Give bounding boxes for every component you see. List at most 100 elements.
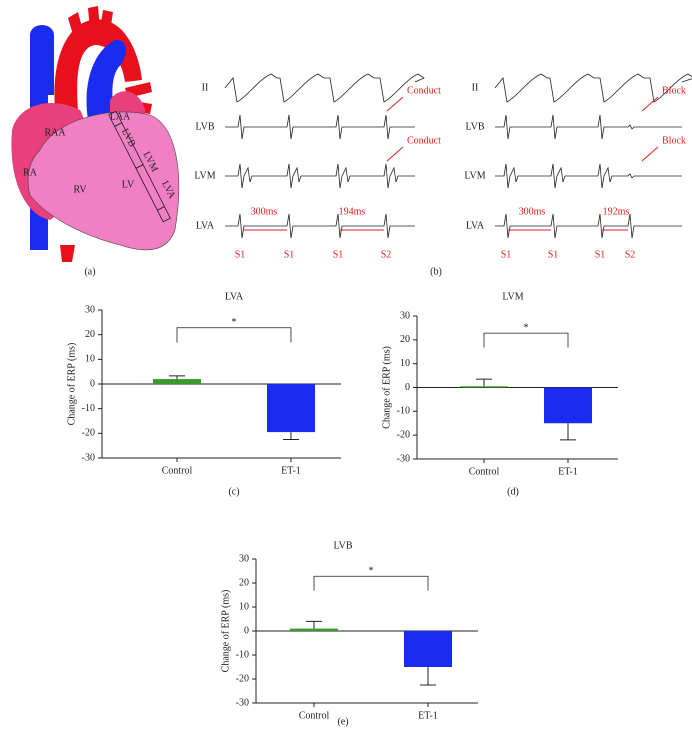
x-tick-label: ET-1 — [281, 465, 301, 476]
trace-note: Conduct — [407, 85, 441, 96]
y-tick-label: 10 — [239, 601, 249, 612]
lead-label: LVA — [196, 220, 215, 231]
significance-marker: * — [369, 566, 374, 577]
note-arrow — [641, 146, 659, 162]
y-tick-label: -20 — [397, 429, 410, 440]
svc — [30, 35, 54, 95]
y-tick-label: -10 — [236, 649, 249, 660]
ecg-trace — [494, 73, 692, 103]
pulmonary-artery — [86, 39, 126, 121]
x-tick-label: Control — [162, 465, 193, 476]
ecg-trace — [224, 73, 425, 103]
trace-note: Block — [662, 135, 686, 146]
stimulus-label: S1 — [333, 249, 344, 260]
heart-label: RA — [23, 167, 38, 178]
error-bar — [420, 667, 436, 686]
y-tick-label: 0 — [405, 382, 410, 393]
heart-label: LV — [122, 179, 135, 190]
error-bar — [169, 375, 185, 380]
x-tick-label: ET-1 — [418, 710, 438, 721]
y-tick-label: -10 — [82, 403, 95, 414]
panel-label: (a) — [84, 266, 95, 277]
stimulus-label: S1 — [284, 249, 295, 260]
y-tick-label: 10 — [85, 354, 95, 365]
interval-label: 300ms — [519, 206, 546, 217]
y-tick-label: 20 — [400, 334, 410, 345]
y-tick-label: -30 — [397, 453, 410, 464]
y-tick-label: 0 — [90, 378, 95, 389]
lead-label: LVA — [466, 220, 485, 231]
y-axis-label: Change of ERP (ms) — [381, 346, 392, 429]
significance-bracket — [483, 332, 569, 348]
note-arrow — [386, 146, 404, 162]
y-tick-label: -10 — [397, 406, 410, 417]
y-tick-label: 20 — [85, 329, 95, 340]
chart-title: LVB — [333, 540, 352, 551]
x-tick-label: Control — [469, 466, 500, 477]
ecg-trace — [225, 163, 415, 189]
lead-label: II — [472, 82, 479, 93]
ecg-trace — [225, 114, 415, 140]
interval-label: 300ms — [251, 206, 278, 217]
lead-label: LVB — [465, 121, 484, 132]
y-tick-label: 30 — [239, 553, 249, 564]
bar — [290, 628, 338, 631]
bar — [544, 387, 592, 424]
significance-bracket — [313, 575, 429, 591]
stimulus-label: S2 — [625, 249, 636, 260]
heart-label: LAA — [110, 111, 131, 122]
stimulus-label: S1 — [548, 249, 559, 260]
panel-label: (b) — [430, 266, 442, 277]
lead-label: LVB — [195, 121, 214, 132]
heart-label: RAA — [44, 127, 66, 138]
error-bar — [283, 432, 299, 440]
ecg-trace — [495, 163, 682, 189]
interval-label: 192ms — [603, 206, 630, 217]
y-tick-label: 30 — [400, 310, 410, 321]
y-tick-label: -30 — [82, 452, 95, 463]
significance-bracket — [176, 327, 292, 343]
error-bar — [306, 620, 322, 629]
x-tick-label: Control — [299, 710, 330, 721]
y-axis-label: Change of ERP (ms) — [66, 343, 77, 426]
trace-note: Conduct — [407, 135, 441, 146]
note-arrow — [386, 96, 404, 112]
significance-marker: * — [232, 317, 237, 328]
y-tick-label: -20 — [82, 428, 95, 439]
lead-label: LVM — [464, 170, 485, 181]
electrode — [108, 110, 171, 223]
bar — [460, 386, 508, 388]
ecg-trace — [495, 114, 682, 140]
heart-diagram: RAA LAA RA RV LV LVB LVM LVA (a) — [11, 6, 180, 277]
aorta-branches — [68, 6, 113, 38]
panel-label: (c) — [228, 486, 239, 497]
ecg-trace — [495, 213, 682, 239]
trace-note: Block — [662, 85, 686, 96]
ivc — [60, 245, 75, 262]
ventricles — [27, 111, 180, 251]
y-tick-label: 10 — [400, 358, 410, 369]
bar — [153, 379, 201, 384]
y-tick-label: -30 — [236, 697, 249, 708]
y-tick-label: 20 — [239, 577, 249, 588]
lead-label: LVM — [194, 170, 215, 181]
error-bar — [476, 378, 492, 387]
significance-marker: * — [524, 322, 529, 333]
error-bar — [560, 423, 576, 441]
lead-label: II — [202, 82, 209, 93]
note-arrow — [641, 96, 659, 112]
panel-label: (d) — [507, 486, 519, 497]
stimulus-label: S1 — [501, 249, 512, 260]
heart-label: RV — [73, 184, 87, 195]
ecg-trace — [225, 213, 415, 239]
chart-title: LVA — [225, 291, 244, 302]
stimulus-label: S2 — [381, 249, 392, 260]
interval-label: 194ms — [339, 206, 366, 217]
x-tick-label: ET-1 — [558, 466, 578, 477]
y-axis-label: Change of ERP (ms) — [220, 590, 231, 673]
bar — [404, 631, 452, 667]
bar — [267, 384, 315, 433]
y-tick-label: 30 — [85, 304, 95, 315]
panel-label: (e) — [337, 716, 348, 727]
